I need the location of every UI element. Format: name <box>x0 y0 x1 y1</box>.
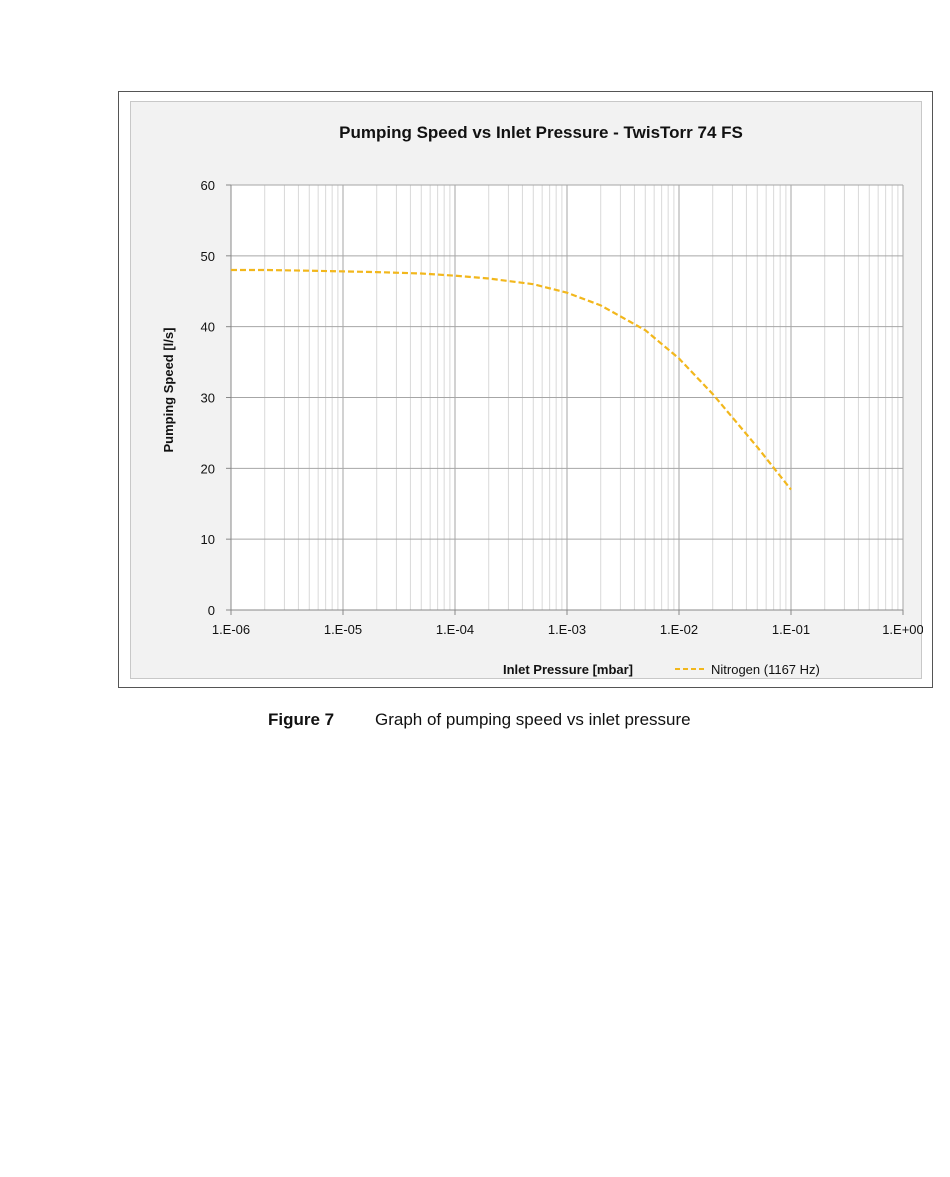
y-tick-label: 20 <box>201 461 215 476</box>
chart-title: Pumping Speed vs Inlet Pressure - TwisTo… <box>339 123 743 142</box>
y-tick-label: 50 <box>201 249 215 264</box>
x-tick-label: 1.E-01 <box>772 622 810 637</box>
y-tick-label: 40 <box>201 320 215 335</box>
series-group <box>230 268 792 491</box>
major-gridlines <box>230 184 904 611</box>
chart-svg: 1.E-06 1.E-05 1.E-04 1.E-03 1.E-02 1.E-01 1.E+… <box>161 123 923 677</box>
y-axis-label: Pumping Speed [l/s] <box>161 328 176 453</box>
y-tick-label: 0 <box>208 603 215 618</box>
figure-caption: Graph of pumping speed vs inlet pressure <box>375 710 691 729</box>
y-tick-label: 10 <box>201 532 215 547</box>
figure-label: Figure 7 <box>268 710 335 729</box>
x-tick-label: 1.E-02 <box>660 622 698 637</box>
legend: Nitrogen (1167 Hz) <box>675 662 820 677</box>
x-tick-label: 1.E-04 <box>436 622 474 637</box>
tick-labels: 1.E-06 1.E-05 1.E-04 1.E-03 1.E-02 1.E-01 1.E+… <box>201 178 923 637</box>
x-tick-label: 1.E-05 <box>324 622 362 637</box>
x-tick-label: 1.E-03 <box>548 622 586 637</box>
y-tick-label: 30 <box>201 391 215 406</box>
x-tick-label: 1.E+00 <box>882 622 923 637</box>
series-line-nitrogen <box>231 268 792 491</box>
x-tick-label: 1.E-06 <box>212 622 250 637</box>
chart-frame: 1.E-06 1.E-05 1.E-04 1.E-03 1.E-02 1.E-01 1.E+… <box>118 91 933 688</box>
legend-label: Nitrogen (1167 Hz) <box>711 662 820 677</box>
y-tick-label: 60 <box>201 178 215 193</box>
x-axis-label: Inlet Pressure [mbar] <box>503 662 633 677</box>
axes <box>226 184 904 615</box>
chart-area: 1.E-06 1.E-05 1.E-04 1.E-03 1.E-02 1.E-01 1.E+… <box>130 101 923 679</box>
